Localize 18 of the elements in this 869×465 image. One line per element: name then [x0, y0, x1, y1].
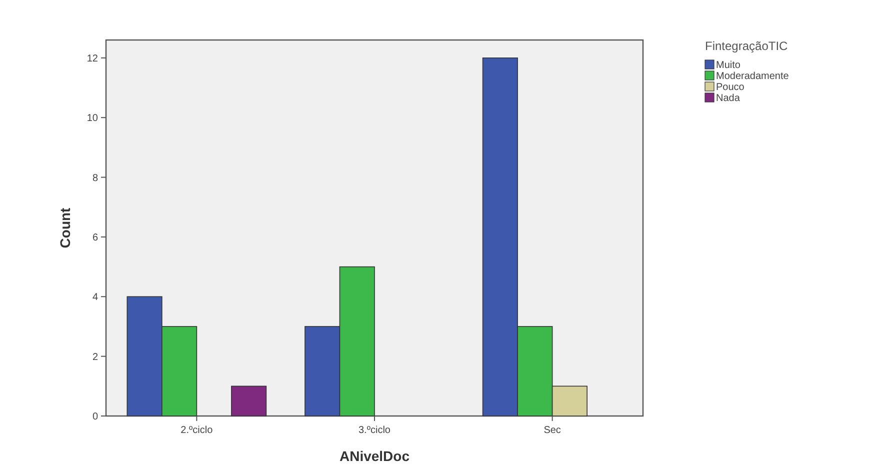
y-tick-label: 0 — [92, 412, 98, 422]
y-tick-label: 10 — [86, 113, 98, 124]
x-axis-title: ANivelDoc — [339, 448, 410, 464]
x-tick-label: 2.ºciclo — [180, 425, 214, 436]
legend-title: FintegraçãoTIC — [705, 39, 788, 53]
x-tick-label: Sec — [544, 425, 561, 436]
y-tick-label: 2 — [92, 352, 98, 363]
y-tick-label: 12 — [86, 53, 98, 64]
y-tick-label: 6 — [92, 232, 98, 244]
y-tick-label: 4 — [92, 292, 98, 304]
legend-label: Muito — [716, 60, 741, 71]
bar — [231, 386, 267, 416]
legend-label: Nada — [716, 93, 740, 104]
legend-label: Pouco — [716, 82, 745, 93]
legend-label: Moderadamente — [716, 71, 790, 82]
x-tick-label: 3.ºciclo — [358, 425, 391, 436]
y-tick-label: 8 — [92, 172, 98, 184]
y-axis-title: Count — [57, 207, 73, 248]
